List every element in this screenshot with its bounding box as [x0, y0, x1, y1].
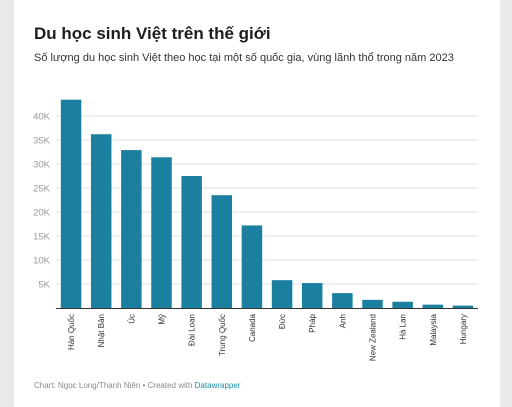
- y-tick-label: 25K: [33, 184, 51, 195]
- bar[interactable]: [181, 176, 202, 308]
- bar[interactable]: [422, 304, 444, 308]
- y-tick-label: 10K: [33, 256, 51, 267]
- x-tick-label: Malaysia: [429, 313, 438, 345]
- x-tick-label: New Zealand: [369, 314, 378, 361]
- y-tick-label: 40K: [33, 112, 51, 123]
- y-tick-label: 15K: [33, 232, 51, 243]
- x-tick-label: Pháp: [308, 313, 317, 332]
- chart-subtitle: Số lượng du học sinh Việt theo học tại m…: [34, 52, 454, 64]
- bar[interactable]: [452, 305, 474, 308]
- y-tick-label: 30K: [33, 160, 51, 171]
- source-credit: Chart: Ngọc Long/Thanh Niên • Created wi…: [34, 381, 195, 390]
- x-tick-label: Mỹ: [158, 314, 167, 325]
- bar[interactable]: [362, 299, 383, 308]
- bar-chart: 5K 10K 15K 20K 25K 30K 35K 40K Hàn Quốc Nhật Bản Ú…: [33, 99, 478, 361]
- bar[interactable]: [151, 157, 172, 308]
- y-tick-label: 35K: [33, 136, 51, 147]
- y-tick-label: 20K: [33, 208, 51, 219]
- bar[interactable]: [90, 134, 112, 308]
- chart-title: Du học sinh Việt trên thế giới: [34, 24, 271, 43]
- x-tick-label: Nhật Bản: [97, 314, 106, 347]
- bar[interactable]: [121, 150, 142, 308]
- x-tick-label: Đài Loan: [188, 314, 197, 346]
- x-tick-label: Canada: [248, 313, 257, 342]
- x-tick-label: Đức: [278, 314, 287, 329]
- y-tick-label: 5K: [38, 280, 50, 291]
- chart-footer: Chart: Ngọc Long/Thanh Niên • Created wi…: [34, 381, 240, 390]
- bar[interactable]: [211, 195, 233, 308]
- bar[interactable]: [332, 293, 353, 308]
- x-tick-label: Trung Quốc: [218, 314, 227, 356]
- bar[interactable]: [301, 283, 323, 308]
- x-tick-label: Hungary: [459, 314, 468, 344]
- bar[interactable]: [271, 280, 293, 308]
- x-tick-label: Anh: [338, 314, 347, 328]
- bar[interactable]: [241, 225, 263, 308]
- chart-card: Du học sinh Việt trên thế giới Số lượng …: [14, 0, 500, 407]
- x-tick-label: Úc: [127, 314, 136, 324]
- bar[interactable]: [392, 301, 413, 308]
- x-tick-label: Hàn Quốc: [67, 314, 76, 350]
- x-tick-label: Hà Lan: [399, 314, 408, 340]
- datawrapper-link[interactable]: Datawrapper: [194, 381, 241, 390]
- bar[interactable]: [60, 99, 82, 309]
